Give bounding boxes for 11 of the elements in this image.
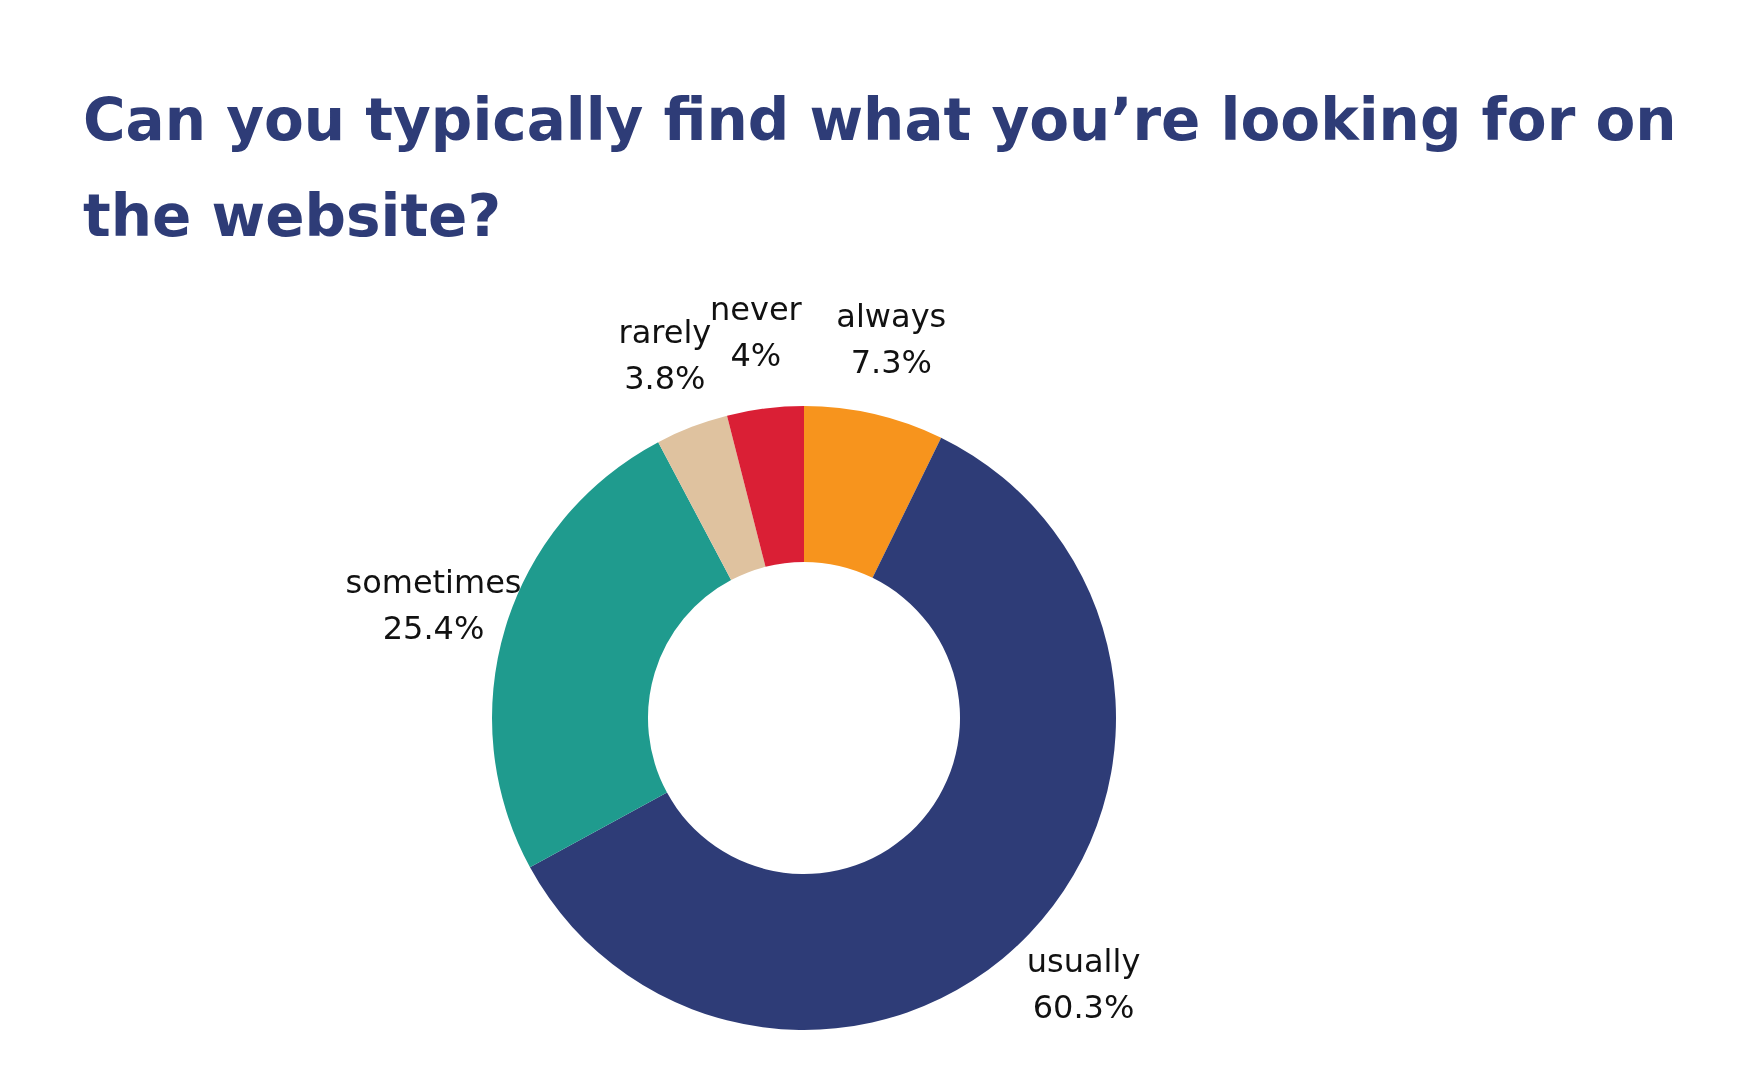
- data-label: 7.3%: [850, 343, 932, 382]
- data-label: 60.3%: [1032, 987, 1135, 1026]
- slice-label: always: [836, 297, 947, 336]
- slice-label: rarely: [618, 313, 712, 352]
- slice-label: never: [710, 290, 803, 329]
- chart-title: Can you typically find what you’re looking for on the website?: [83, 85, 1678, 252]
- data-label: 4%: [730, 336, 782, 375]
- data-label: 3.8%: [624, 359, 706, 398]
- slice-label: usually: [1026, 941, 1141, 980]
- data-label: 25.4%: [382, 608, 485, 647]
- slice-label: sometimes: [345, 562, 522, 601]
